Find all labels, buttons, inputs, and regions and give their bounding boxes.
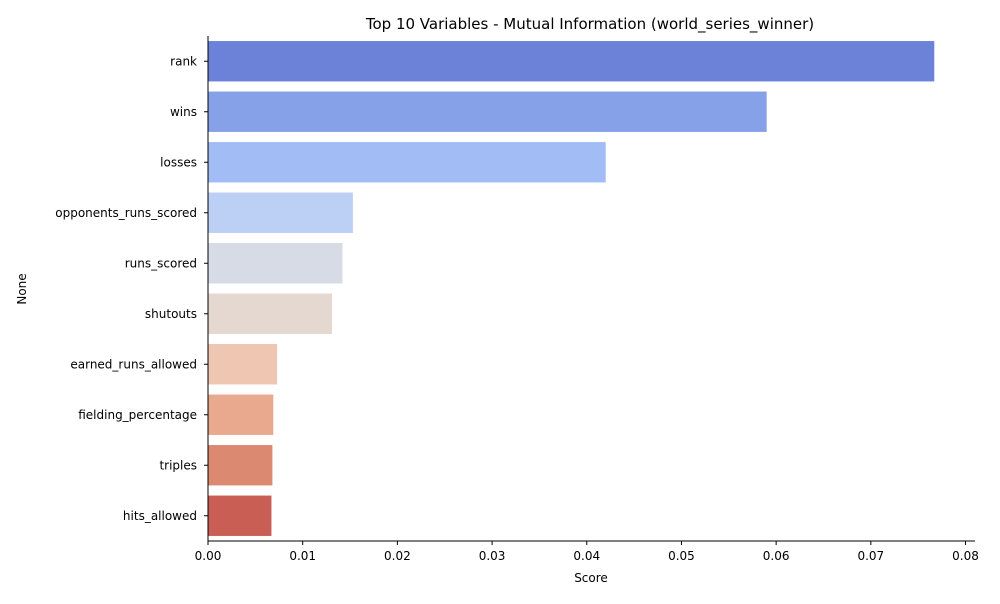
y-tick-label: triples — [159, 458, 197, 472]
bar-fielding-percentage — [208, 394, 274, 435]
y-tick-label: losses — [160, 155, 197, 169]
bar-triples — [208, 445, 273, 486]
bar-rank — [208, 41, 935, 82]
x-tick-label: 0.04 — [573, 549, 600, 563]
x-tick-label: 0.03 — [479, 549, 506, 563]
y-tick-label: fielding_percentage — [78, 408, 197, 422]
bar-shutouts — [208, 293, 333, 334]
bar-losses — [208, 142, 606, 183]
x-tick-label: 0.00 — [195, 549, 222, 563]
y-tick-label: shutouts — [145, 307, 197, 321]
chart-title: Top 10 Variables - Mutual Information (w… — [365, 15, 814, 34]
y-axis-ticks: rank wins losses opponents_runs_scored runs_… — [55, 54, 208, 523]
x-tick-label: 0.05 — [668, 549, 695, 563]
y-tick-label: rank — [170, 54, 197, 68]
y-tick-label: hits_allowed — [123, 509, 197, 523]
x-tick-label: 0.07 — [857, 549, 884, 563]
y-axis-label: None — [15, 273, 29, 304]
y-tick-label: opponents_runs_scored — [55, 206, 197, 220]
bar-wins — [208, 91, 767, 132]
x-tick-label: 0.02 — [384, 549, 411, 563]
y-tick-label: wins — [170, 105, 197, 119]
bar-runs-scored — [208, 243, 343, 284]
bar-hits-allowed — [208, 495, 272, 536]
y-tick-label: earned_runs_allowed — [70, 357, 197, 371]
x-axis-label: Score — [574, 571, 608, 585]
bars-group — [208, 41, 935, 536]
bar-opponents-runs-scored — [208, 192, 353, 233]
bar-earned-runs-allowed — [208, 344, 278, 385]
x-tick-label: 0.06 — [763, 549, 790, 563]
y-tick-label: runs_scored — [125, 256, 197, 270]
x-tick-label: 0.08 — [952, 549, 979, 563]
x-axis-ticks: 0.00 0.01 0.02 0.03 0.04 0.05 0.06 0.07 0.08 — [195, 541, 979, 563]
x-tick-label: 0.01 — [289, 549, 316, 563]
